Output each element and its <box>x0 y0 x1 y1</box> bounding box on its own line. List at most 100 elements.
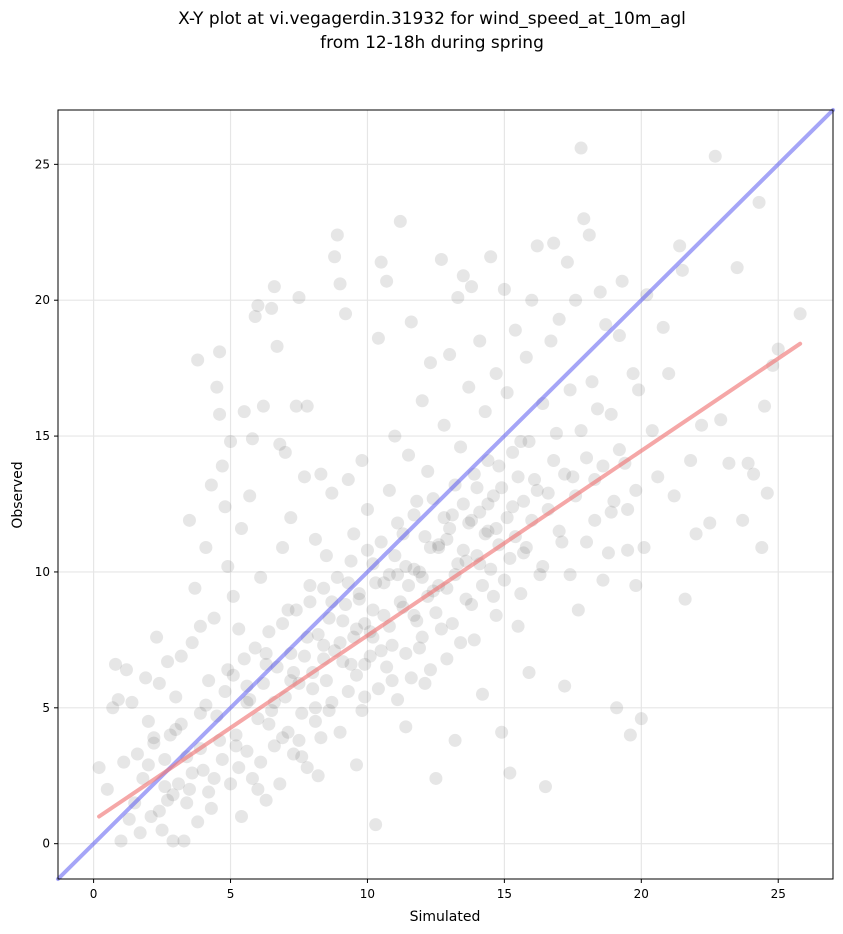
scatter-point <box>371 682 385 696</box>
scatter-point <box>259 646 273 660</box>
scatter-point <box>481 524 495 538</box>
scatter-point <box>267 739 281 753</box>
scatter-point <box>560 255 574 269</box>
scatter-point <box>265 301 279 315</box>
scatter-point <box>319 549 333 563</box>
plot-frame <box>57 109 834 880</box>
scatter-point <box>328 250 342 264</box>
scatter-point <box>558 679 572 693</box>
scatter-point <box>590 402 604 416</box>
scatter-point <box>571 603 585 617</box>
scatter-point <box>393 595 407 609</box>
scatter-point <box>432 540 446 554</box>
scatter-point <box>604 407 618 421</box>
scatter-point <box>621 502 635 516</box>
scatter-point <box>684 454 698 468</box>
scatter-point <box>240 695 254 709</box>
scatter-point <box>317 638 331 652</box>
scatter-point <box>388 429 402 443</box>
scatter-point <box>544 334 558 348</box>
scatter-point <box>358 617 372 631</box>
y-tick-label: 5 <box>42 701 50 715</box>
scatter-point <box>333 636 347 650</box>
scatter-point <box>336 614 350 628</box>
scatter-point <box>456 269 470 283</box>
scatter-point <box>333 277 347 291</box>
scatter-point <box>391 568 405 582</box>
y-tick-label: 0 <box>42 837 50 851</box>
scatter-point <box>629 483 643 497</box>
x-tick-label: 10 <box>360 887 375 901</box>
scatter-point <box>451 557 465 571</box>
scatter-point <box>330 570 344 584</box>
scatter-point <box>555 535 569 549</box>
scatter-point <box>341 473 355 487</box>
scatter-point <box>528 473 542 487</box>
scatter-point <box>445 508 459 522</box>
scatter-point <box>349 622 363 636</box>
scatter-point <box>185 766 199 780</box>
scatter-point <box>437 418 451 432</box>
scatter-point <box>615 274 629 288</box>
scatter-point <box>519 540 533 554</box>
scatter-point <box>465 598 479 612</box>
scatter-point <box>224 435 238 449</box>
scatter-point <box>352 587 366 601</box>
scatter-point <box>459 554 473 568</box>
scatter-point <box>511 470 525 484</box>
scatter-point <box>580 451 594 465</box>
scatter-point <box>462 380 476 394</box>
scatter-point <box>234 521 248 535</box>
scatter-point <box>256 399 270 413</box>
scatter-point <box>360 502 374 516</box>
scatter-point <box>486 489 500 503</box>
scatter-point <box>377 608 391 622</box>
scatter-point <box>714 413 728 427</box>
scatter-point <box>503 551 517 565</box>
scatter-point <box>229 739 243 753</box>
scatter-point <box>341 685 355 699</box>
scatter-point <box>199 698 213 712</box>
scatter-point <box>144 810 158 824</box>
scatter-point <box>377 576 391 590</box>
scatter-point <box>399 646 413 660</box>
scatter-point <box>358 690 372 704</box>
scatter-point <box>371 331 385 345</box>
y-tick-label: 25 <box>35 157 50 171</box>
scatter-point <box>481 497 495 511</box>
scatter-point <box>703 516 717 530</box>
scatter-point <box>514 587 528 601</box>
scatter-point <box>248 310 262 324</box>
scatter-point <box>500 511 514 525</box>
scatter-point <box>161 655 175 669</box>
scatter-point <box>388 549 402 563</box>
scatter-point <box>629 579 643 593</box>
scatter-point <box>511 619 525 633</box>
scatter-point <box>489 521 503 535</box>
scatter-point <box>558 467 572 481</box>
scatter-point <box>276 731 290 745</box>
scatter-point <box>210 380 224 394</box>
scatter-point <box>180 796 194 810</box>
scatter-point <box>237 652 251 666</box>
scatter-point <box>207 771 221 785</box>
scatter-point <box>755 540 769 554</box>
scatter-point <box>193 619 207 633</box>
scatter-point <box>270 339 284 353</box>
scatter-point <box>632 383 646 397</box>
scatter-point <box>506 500 520 514</box>
scatter-point <box>596 573 610 587</box>
scatter-point <box>330 228 344 242</box>
scatter-point <box>495 725 509 739</box>
scatter-point <box>473 505 487 519</box>
scatter-point <box>349 758 363 772</box>
identity-line <box>56 108 835 881</box>
scatter-point <box>278 445 292 459</box>
scatter-point <box>407 508 421 522</box>
scatter-point <box>423 540 437 554</box>
scatter-point <box>415 394 429 408</box>
scatter-point <box>459 592 473 606</box>
scatter-point <box>117 755 131 769</box>
scatter-point <box>547 454 561 468</box>
scatter-point <box>276 540 290 554</box>
